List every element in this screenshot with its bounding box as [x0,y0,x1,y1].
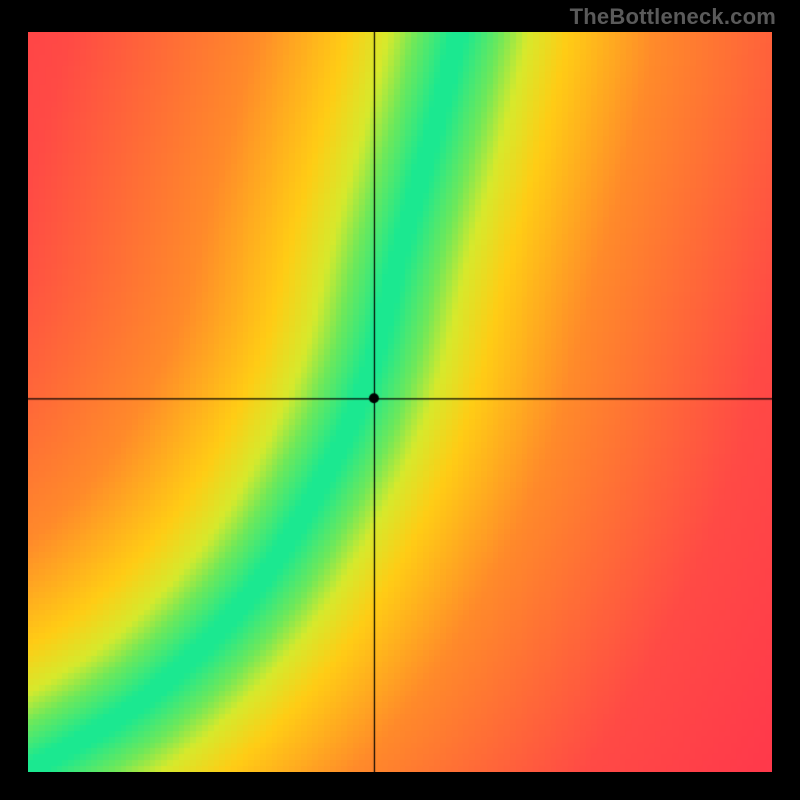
watermark-text: TheBottleneck.com [570,4,776,30]
bottleneck-heatmap [28,32,772,772]
